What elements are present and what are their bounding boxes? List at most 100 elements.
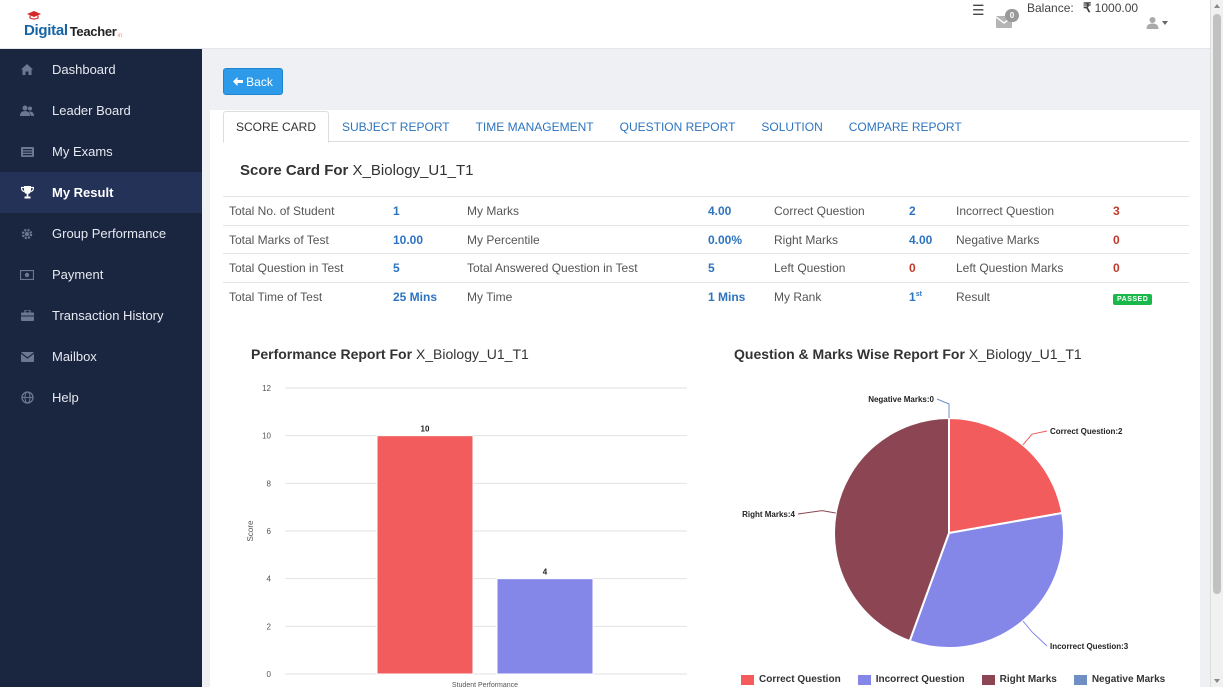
question-report-title: Question & Marks Wise Report For X_Biolo… [734, 346, 1082, 362]
stat-label: Right Marks [774, 224, 909, 254]
score-stats-table: Total No. of Student 1 My Marks 4.00 Cor… [223, 196, 1189, 312]
passed-badge: PASSED [1113, 293, 1153, 305]
tab-solution[interactable]: SOLUTION [761, 119, 823, 134]
rank-value: 1st [909, 282, 956, 312]
stat-value: 2 [909, 196, 956, 226]
stat-value: 4.00 [909, 224, 956, 254]
caret-down-icon [1162, 20, 1168, 25]
score-card-title: Score Card For X_Biology_U1_T1 [240, 162, 473, 179]
y-tick-label: 2 [267, 622, 272, 631]
back-button[interactable]: Back [223, 68, 283, 95]
logo-text-teacher: Teacher [69, 24, 117, 39]
bar-data-label: 4 [543, 568, 548, 577]
tab-question-report[interactable]: QUESTION REPORT [619, 119, 736, 134]
bar-data-label: 10 [421, 425, 430, 434]
stat-label: My Percentile [467, 224, 708, 254]
globe-icon [20, 391, 34, 405]
sidebar-item-mailbox[interactable]: Mailbox [0, 336, 202, 377]
y-tick-label: 10 [262, 432, 271, 441]
legend-label: Negative Marks [1091, 674, 1166, 685]
logo-text-digital: Digital [24, 22, 68, 39]
question-marks-pie-chart: Correct Question:2 Incorrect Question:3 Ri… [742, 395, 1129, 651]
y-tick-label: 0 [267, 670, 272, 679]
sidebar: Dashboard Leader Board My Exams My Resul… [0, 49, 202, 687]
y-tick-label: 12 [262, 384, 271, 393]
bar [496, 578, 594, 675]
sidebar-item-my-result[interactable]: My Result [0, 172, 202, 213]
sidebar-item-label: Transaction History [52, 308, 164, 323]
legend-swatch [1073, 674, 1087, 685]
table-row: Total No. of Student 1 My Marks 4.00 Cor… [223, 196, 1189, 226]
stat-value: 0 [1113, 253, 1189, 283]
gear-icon [20, 227, 34, 241]
stat-label: Total Question in Test [223, 253, 393, 283]
stat-label: Total Time of Test [223, 282, 393, 312]
sidebar-item-label: Mailbox [52, 349, 97, 364]
top-header: Digital Teacher in ☰ 0 Balance: ₹ 1000.0… [0, 0, 1210, 49]
sidebar-item-label: Leader Board [52, 103, 131, 118]
y-tick-label: 8 [267, 479, 272, 488]
sidebar-item-label: Group Performance [52, 226, 167, 241]
user-menu[interactable] [1146, 16, 1168, 29]
report-tabs: SCORE CARD SUBJECT REPORT TIME MANAGEMEN… [223, 111, 1189, 143]
performance-title-exam: X_Biology_U1_T1 [415, 346, 529, 362]
legend-label: Incorrect Question [875, 674, 965, 685]
sidebar-item-leader-board[interactable]: Leader Board [0, 90, 202, 131]
y-tick-label: 4 [267, 575, 272, 584]
sidebar-item-group-performance[interactable]: Group Performance [0, 213, 202, 254]
score-card-title-bold: Score Card For [240, 162, 349, 179]
sidebar-item-payment[interactable]: Payment [0, 254, 202, 295]
user-icon [1146, 17, 1159, 29]
money-icon [20, 268, 34, 282]
stat-value: 5 [393, 253, 467, 283]
sidebar-item-help[interactable]: Help [0, 377, 202, 418]
sidebar-item-dashboard[interactable]: Dashboard [0, 49, 202, 90]
balance-amount: 1000.00 [1094, 1, 1139, 15]
y-tick-label: 6 [267, 527, 272, 536]
stat-value: 3 [1113, 196, 1189, 226]
legend-item[interactable]: Correct Question [741, 674, 841, 685]
list-icon [20, 145, 34, 159]
rank-number: 1 [909, 290, 916, 305]
logo[interactable]: Digital Teacher in [24, 11, 122, 39]
pie-legend: Correct Question Incorrect Question Right … [741, 674, 1165, 685]
stat-label: Left Question Marks [956, 253, 1113, 283]
pie-data-label: Correct Question:2 [1050, 427, 1123, 436]
users-icon [20, 104, 34, 118]
y-axis-label: Score [246, 520, 255, 541]
scrollbar-thumb[interactable] [1213, 14, 1221, 594]
tab-time-management[interactable]: TIME MANAGEMENT [475, 119, 594, 134]
page-scrollbar[interactable] [1210, 0, 1223, 687]
back-label: Back [246, 74, 273, 89]
stat-label: Total No. of Student [223, 196, 393, 226]
pie-data-label: Incorrect Question:3 [1050, 642, 1129, 651]
stat-label: My Rank [774, 282, 909, 312]
scroll-down-arrow-icon[interactable] [1214, 679, 1220, 683]
legend-item[interactable]: Right Marks [981, 674, 1057, 685]
table-row: Total Marks of Test 10.00 My Percentile … [223, 224, 1189, 254]
tab-score-card[interactable]: SCORE CARD [223, 111, 330, 143]
stat-value: 10.00 [393, 224, 467, 254]
legend-item[interactable]: Incorrect Question [857, 674, 965, 685]
stat-label: Total Marks of Test [223, 224, 393, 254]
mail-count-badge: 0 [1005, 9, 1019, 22]
tab-subject-report[interactable]: SUBJECT REPORT [342, 119, 450, 134]
performance-report-title: Performance Report For X_Biology_U1_T1 [251, 346, 529, 362]
sidebar-item-transaction-history[interactable]: Transaction History [0, 295, 202, 336]
stat-value: 25 Mins [393, 282, 467, 312]
scroll-up-arrow-icon[interactable] [1214, 4, 1220, 8]
result-cell: PASSED [1113, 282, 1189, 312]
stat-value: 0 [1113, 224, 1189, 254]
hamburger-menu-icon[interactable]: ☰ [972, 2, 985, 18]
sidebar-item-my-exams[interactable]: My Exams [0, 131, 202, 172]
legend-swatch [857, 674, 871, 685]
question-title-bold: Question & Marks Wise Report For [734, 346, 965, 362]
legend-item[interactable]: Negative Marks [1073, 674, 1166, 685]
stat-label: Negative Marks [956, 224, 1113, 254]
arrow-left-icon [233, 77, 244, 86]
pie-connector [936, 398, 950, 418]
tab-compare-report[interactable]: COMPARE REPORT [848, 119, 962, 134]
sidebar-item-label: Dashboard [52, 62, 116, 77]
x-axis-label: Student Performance [452, 682, 518, 687]
table-row: Total Question in Test 5 Total Answered … [223, 253, 1189, 283]
